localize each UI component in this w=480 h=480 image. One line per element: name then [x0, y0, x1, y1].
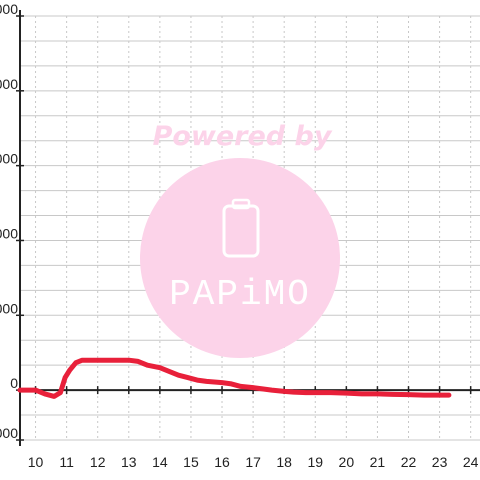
series-layer: [17, 357, 452, 399]
phone-icon: [222, 198, 260, 258]
series-line: [17, 357, 452, 399]
x-tick-label: 11: [59, 454, 74, 470]
x-tick-label: 12: [90, 454, 106, 470]
x-tick-label: 20: [339, 454, 355, 470]
watermark: Powered by PAPiMO: [140, 121, 340, 358]
y-tick-label: 30,000: [0, 300, 18, 316]
x-tick-label: 22: [401, 454, 417, 470]
y-tick-label: 120,000: [0, 76, 18, 92]
x-tick-label: 18: [276, 454, 292, 470]
watermark-logo-text: PAPiMO: [169, 274, 311, 315]
y-tick-label: -20,000: [0, 425, 18, 441]
x-tick-label: 15: [183, 454, 199, 470]
watermark-text: Powered by: [153, 121, 333, 152]
y-tick-label: 150,000: [0, 1, 18, 17]
x-tick-label: 16: [214, 454, 230, 470]
label-layer: -20,000 0 30,000 60,000 90,000 120,000 150,000…: [0, 1, 479, 470]
x-tick-label: 24: [463, 454, 479, 470]
y-tick-label: 90,000: [0, 151, 18, 167]
x-tick-label: 21: [370, 454, 386, 470]
y-tick-label: 0: [10, 375, 18, 391]
x-tick-label: 13: [121, 454, 137, 470]
axes-layer: [16, 10, 480, 446]
x-tick-label: 23: [432, 454, 448, 470]
x-tick-label: 19: [307, 454, 323, 470]
x-tick-label: 10: [28, 454, 44, 470]
x-tick-label: 14: [152, 454, 168, 470]
x-tick-label: 17: [245, 454, 261, 470]
y-tick-label: 60,000: [0, 225, 18, 241]
watermark-circle: [140, 158, 340, 358]
